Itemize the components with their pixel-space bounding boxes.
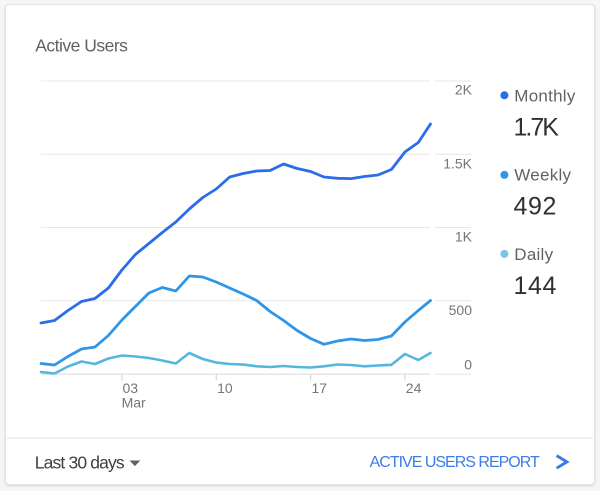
svg-text:Weekly: Weekly xyxy=(514,166,571,185)
svg-text:17: 17 xyxy=(312,380,328,396)
svg-text:03: 03 xyxy=(123,380,139,396)
svg-text:1.5K: 1.5K xyxy=(443,155,472,171)
svg-text:24: 24 xyxy=(406,380,422,396)
svg-text:144: 144 xyxy=(514,272,558,300)
svg-text:1K: 1K xyxy=(455,229,473,245)
svg-text:2K: 2K xyxy=(455,82,473,98)
svg-text:1.7K: 1.7K xyxy=(514,113,560,141)
svg-text:Monthly: Monthly xyxy=(514,86,576,105)
svg-text:ACTIVE USERS REPORT: ACTIVE USERS REPORT xyxy=(370,454,540,471)
svg-text:Daily: Daily xyxy=(514,245,553,264)
svg-text:Mar: Mar xyxy=(122,395,146,411)
svg-text:492: 492 xyxy=(514,193,558,221)
svg-text:0: 0 xyxy=(464,357,472,373)
svg-text:10: 10 xyxy=(217,380,233,396)
svg-text:500: 500 xyxy=(449,302,473,318)
svg-text:Active Users: Active Users xyxy=(35,36,128,56)
svg-text:Last 30 days: Last 30 days xyxy=(35,453,125,473)
